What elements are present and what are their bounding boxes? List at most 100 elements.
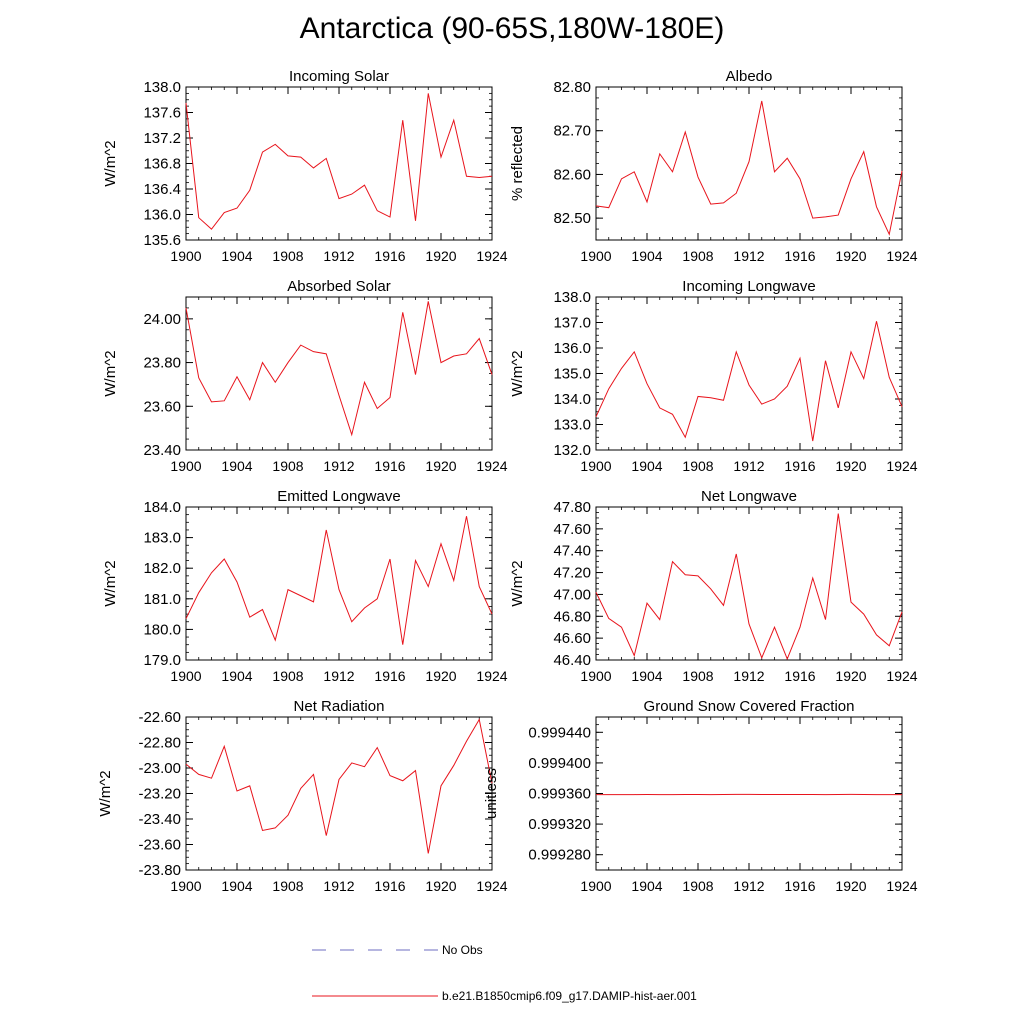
panel-ground-snow-covered-fraction: Ground Snow Covered Fraction unitless 0.99…	[483, 698, 918, 894]
x-tick-label: 1900	[170, 248, 201, 264]
x-tick-label: 1924	[476, 458, 507, 474]
x-tick-label: 1920	[835, 878, 866, 894]
y-tick-label: 184.0	[143, 499, 181, 516]
y-tick-label: 182.0	[143, 560, 181, 577]
y-axis-label: W/m^2	[102, 350, 119, 396]
y-tick-label: 180.0	[143, 621, 181, 638]
x-tick-label: 1908	[682, 458, 713, 474]
x-tick-label: 1904	[221, 878, 252, 894]
x-tick-label: 1912	[323, 878, 354, 894]
y-tick-label: 23.60	[143, 398, 181, 415]
y-tick-label: 0.999400	[528, 755, 591, 772]
y-tick-label: 0.999360	[528, 786, 591, 803]
x-tick-label: 1916	[784, 248, 815, 264]
x-tick-label: 1912	[323, 248, 354, 264]
y-axis-label: unitless	[483, 768, 500, 819]
x-tick-label: 1900	[170, 878, 201, 894]
x-tick-label: 1920	[425, 248, 456, 264]
y-tick-label: 47.60	[553, 521, 591, 538]
x-tick-label: 1908	[682, 668, 713, 684]
panel-title: Emitted Longwave	[277, 488, 400, 505]
x-tick-label: 1908	[272, 248, 303, 264]
x-tick-label: 1924	[476, 878, 507, 894]
x-tick-label: 1908	[272, 458, 303, 474]
y-tick-label: 0.999440	[528, 724, 591, 741]
x-tick-label: 1920	[425, 668, 456, 684]
panel-incoming-longwave: Incoming Longwave W/m^2 132.0 133.0 134.0 135…	[509, 278, 918, 474]
y-tick-label: 135.6	[143, 232, 181, 249]
x-tick-label: 1900	[580, 878, 611, 894]
y-tick-label: 133.0	[553, 417, 591, 434]
y-tick-label: 136.8	[143, 156, 181, 173]
figure-title: Antarctica (90-65S,180W-180E)	[299, 12, 725, 45]
series-line	[595, 513, 903, 661]
series-line	[185, 301, 493, 437]
panel-title: Ground Snow Covered Fraction	[644, 698, 855, 715]
y-axis-label: % reflected	[509, 126, 526, 201]
panel-emitted-longwave: Emitted Longwave W/m^2 179.0 180.0 181.0 182.…	[102, 488, 508, 684]
x-tick-label: 1916	[784, 458, 815, 474]
y-axis-label: W/m^2	[509, 350, 526, 396]
y-tick-label: 135.0	[553, 366, 591, 383]
y-tick-label: 47.40	[553, 543, 591, 560]
y-tick-label: 82.60	[553, 166, 591, 183]
panel-title: Absorbed Solar	[287, 278, 390, 295]
x-tick-label: 1912	[733, 458, 764, 474]
x-tick-label: 1912	[733, 878, 764, 894]
y-tick-label: 181.0	[143, 591, 181, 608]
x-tick-label: 1916	[374, 458, 405, 474]
y-tick-label: 82.80	[553, 79, 591, 96]
y-tick-label: 0.999320	[528, 816, 591, 833]
x-tick-label: 1904	[221, 668, 252, 684]
y-tick-label: 136.0	[553, 340, 591, 357]
panel-incoming-solar: Incoming Solar W/m^2 135.6 136.0 136.4 136.8 1…	[102, 68, 508, 264]
plot-frame	[595, 506, 903, 661]
x-tick-label: 1920	[425, 878, 456, 894]
plot-frame	[185, 86, 493, 241]
x-tick-label: 1912	[733, 248, 764, 264]
y-tick-label: 46.80	[553, 608, 591, 625]
y-tick-label: 47.00	[553, 586, 591, 603]
y-tick-label: -23.80	[138, 862, 181, 879]
y-axis-label: W/m^2	[509, 560, 526, 606]
y-tick-label: 46.60	[553, 630, 591, 647]
y-tick-label: 138.0	[143, 79, 181, 96]
plot-frame	[595, 296, 903, 451]
x-tick-label: 1924	[476, 668, 507, 684]
y-tick-label: 134.0	[553, 391, 591, 408]
y-tick-label: -23.00	[138, 760, 181, 777]
x-tick-label: 1912	[733, 668, 764, 684]
plot-frame	[185, 296, 493, 451]
y-tick-label: 23.40	[143, 442, 181, 459]
x-tick-label: 1900	[580, 668, 611, 684]
x-tick-label: 1900	[170, 458, 201, 474]
x-tick-label: 1916	[374, 878, 405, 894]
panel-title: Albedo	[726, 68, 773, 85]
panel-net-longwave: Net Longwave W/m^2 46.40 46.60 46.80 47.00 47.…	[509, 488, 918, 684]
x-tick-label: 1920	[425, 458, 456, 474]
y-tick-label: 47.20	[553, 565, 591, 582]
y-tick-label: 82.70	[553, 123, 591, 140]
series-line	[595, 321, 903, 442]
y-tick-label: 47.80	[553, 499, 591, 516]
x-tick-label: 1900	[170, 668, 201, 684]
y-axis-label: W/m^2	[102, 140, 119, 186]
x-tick-label: 1912	[323, 458, 354, 474]
panel-title: Net Longwave	[701, 488, 797, 505]
x-tick-label: 1908	[682, 248, 713, 264]
y-tick-label: -22.60	[138, 709, 181, 726]
y-tick-label: 46.40	[553, 652, 591, 669]
x-tick-label: 1920	[835, 248, 866, 264]
x-tick-label: 1924	[886, 668, 917, 684]
x-tick-label: 1912	[323, 668, 354, 684]
x-tick-label: 1908	[682, 878, 713, 894]
x-tick-label: 1908	[272, 878, 303, 894]
x-tick-label: 1904	[631, 248, 662, 264]
plot-frame	[595, 716, 903, 871]
y-tick-label: 137.6	[143, 105, 181, 122]
x-tick-label: 1916	[374, 668, 405, 684]
y-tick-label: -23.60	[138, 837, 181, 854]
legend: No Obs b.e21.B1850cmip6.f09_g17.DAMIP-his…	[312, 943, 697, 1003]
y-tick-label: 136.4	[143, 181, 181, 198]
